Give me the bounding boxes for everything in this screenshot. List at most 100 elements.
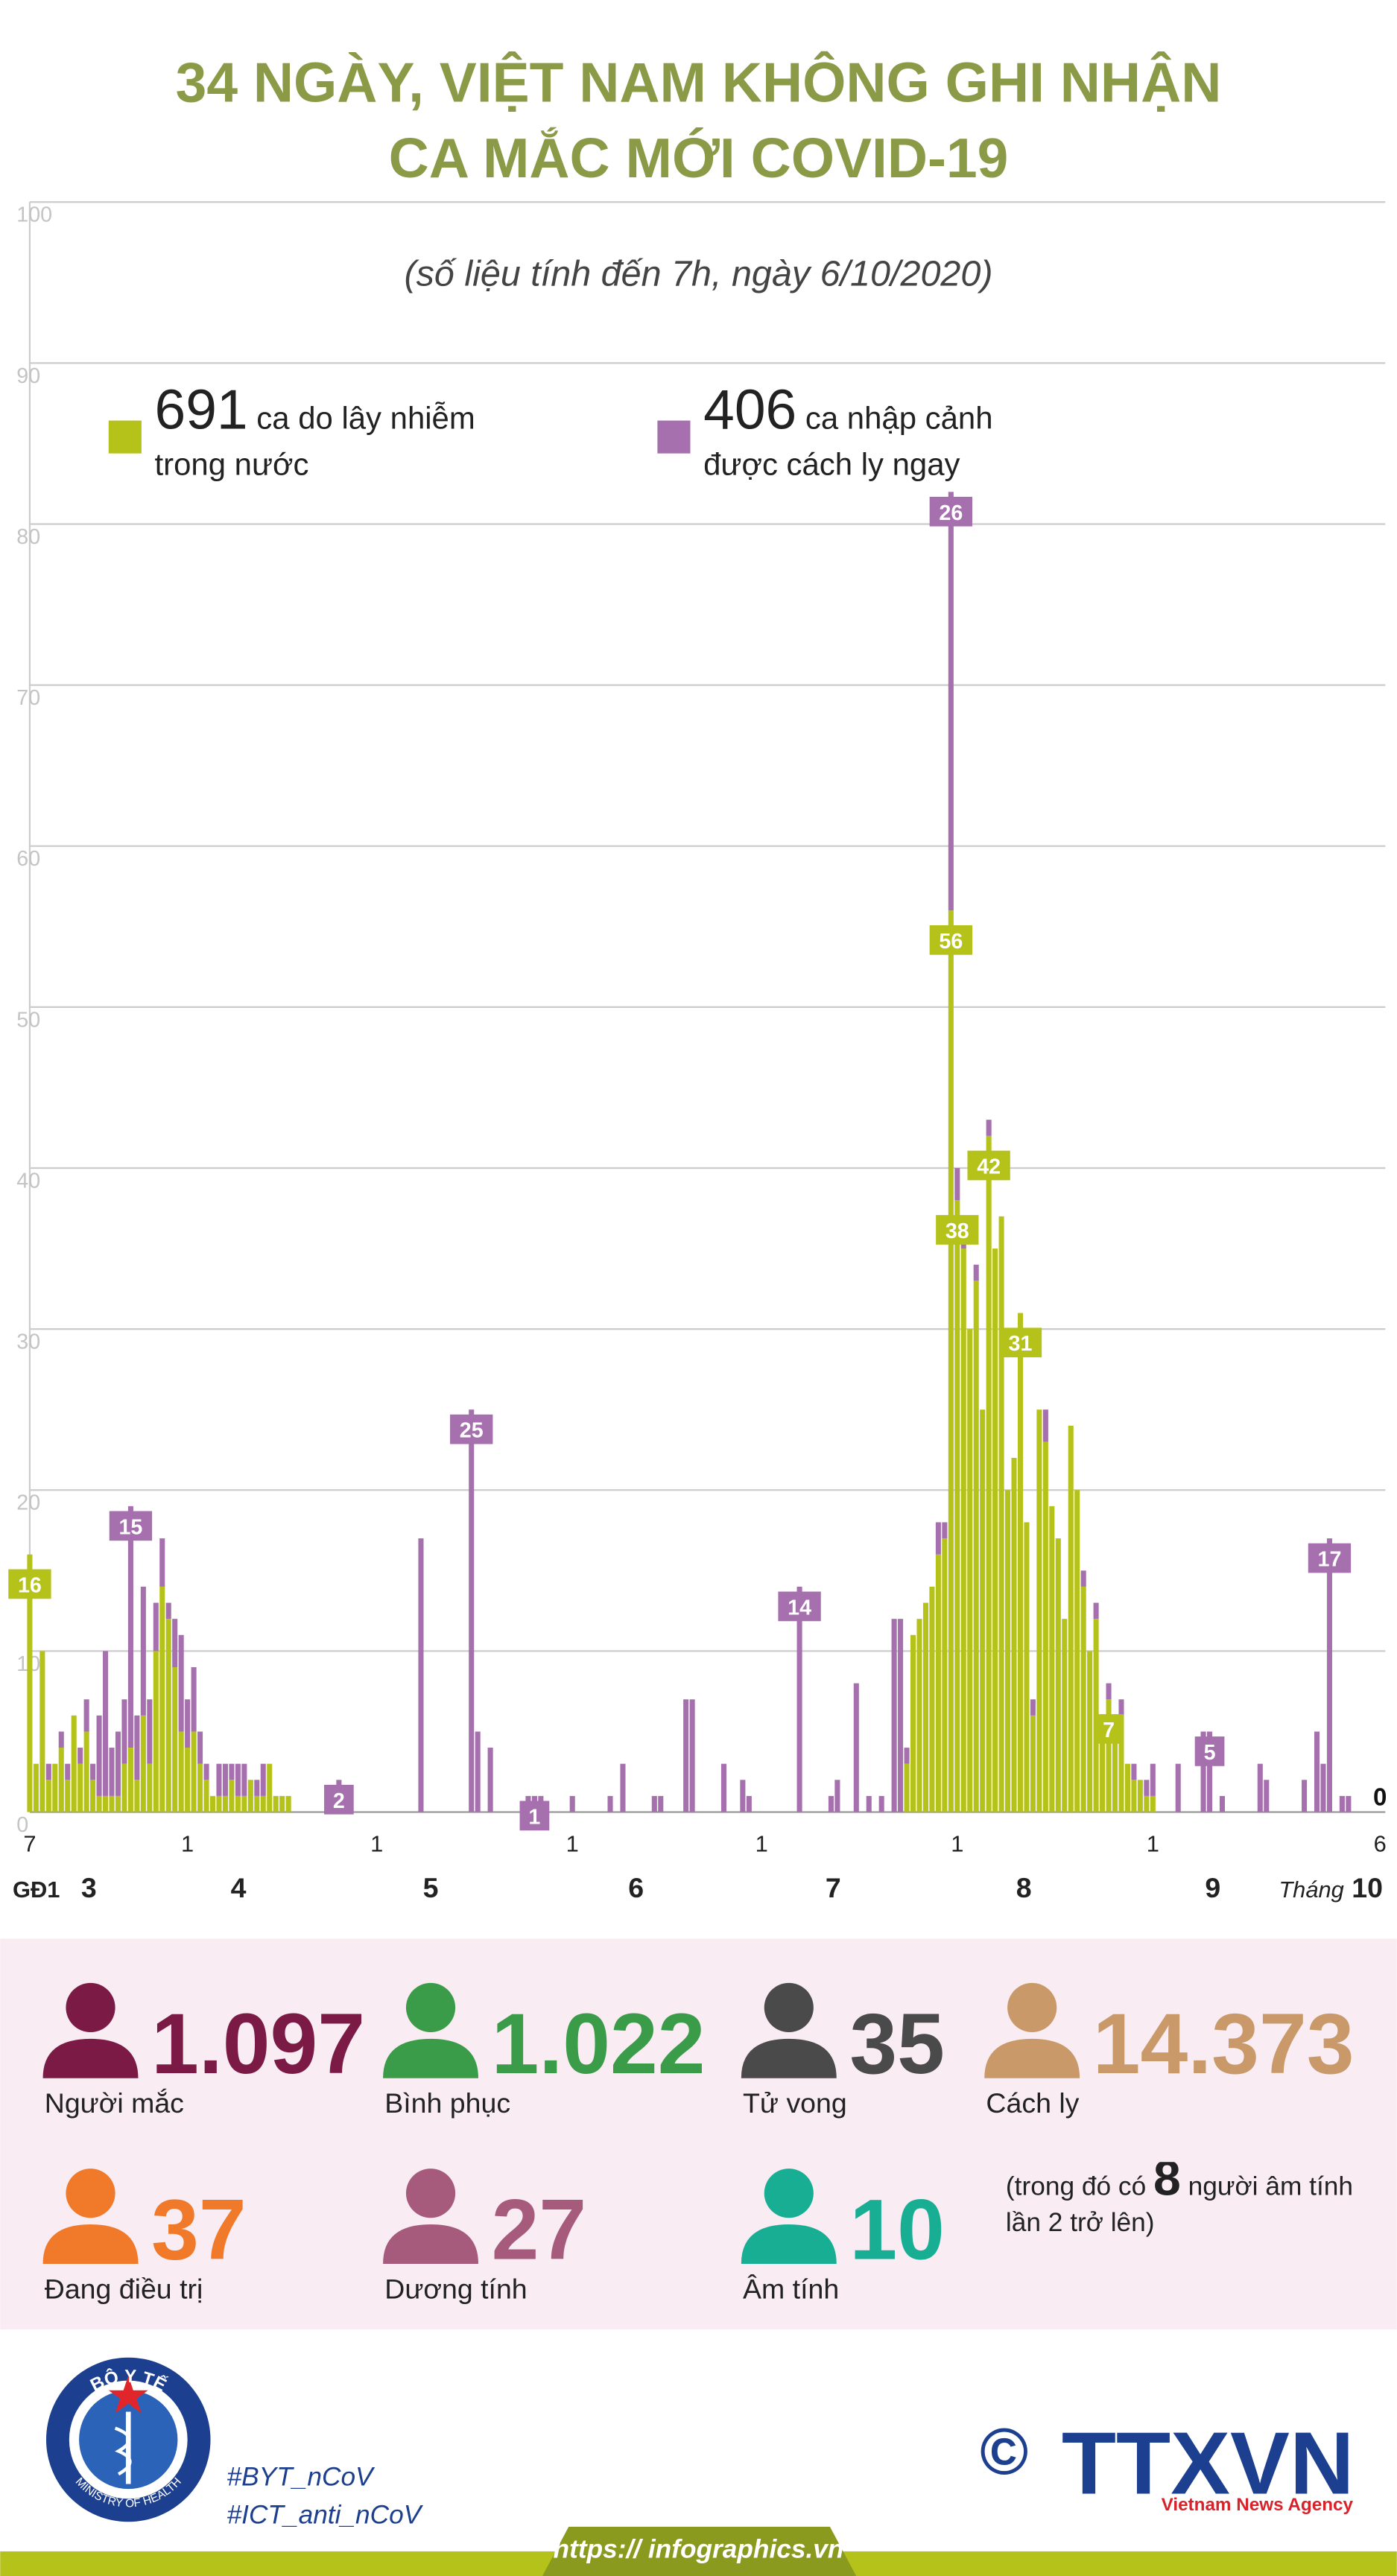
y-tick-label: 30 — [16, 1330, 40, 1354]
person-icon-head — [764, 1982, 814, 2033]
person-icon-body — [741, 2038, 837, 2078]
bar — [1175, 1763, 1181, 1812]
bar — [948, 492, 954, 911]
bar — [1106, 1699, 1112, 1812]
bar — [973, 1264, 979, 1281]
bar — [898, 1619, 904, 1812]
legend-text: 691 ca do lây nhiễm trong nước — [155, 387, 508, 489]
bar — [197, 1763, 203, 1812]
bar — [954, 1168, 960, 1201]
bar — [140, 1586, 146, 1716]
data-label: 25 — [460, 1419, 484, 1443]
bar — [658, 1795, 664, 1812]
data-label-box — [1308, 1543, 1352, 1573]
bar — [1062, 1619, 1068, 1812]
bar — [866, 1795, 872, 1812]
bar — [241, 1795, 247, 1812]
bar — [33, 1763, 39, 1812]
data-label-box — [324, 1784, 354, 1815]
bar — [1144, 1795, 1150, 1812]
bar — [916, 1619, 922, 1812]
bar — [475, 1731, 481, 1812]
legend-swatch — [657, 420, 691, 454]
bar — [986, 1135, 992, 1812]
bar — [1150, 1763, 1156, 1796]
x-tick-label: 1 — [566, 1830, 579, 1856]
month-label: 5 — [423, 1872, 439, 1903]
bar — [967, 1329, 973, 1812]
bar — [178, 1731, 184, 1812]
bar — [935, 1522, 941, 1555]
y-tick-label: 70 — [16, 686, 40, 710]
bar — [1042, 1409, 1048, 1442]
data-label-box — [8, 1569, 51, 1599]
bar — [1326, 1538, 1332, 1812]
bar — [1100, 1731, 1106, 1812]
bar — [178, 1634, 184, 1732]
bar — [651, 1795, 657, 1812]
data-label-box — [936, 1215, 979, 1245]
stat-value: 10 — [849, 2182, 945, 2277]
bar — [954, 1200, 960, 1812]
x-tick-label: 1 — [181, 1830, 194, 1856]
bar — [1118, 1699, 1124, 1716]
bar — [904, 1748, 910, 1764]
data-label: 5 — [1204, 1741, 1216, 1765]
person-icon-head — [405, 1982, 456, 2033]
bar — [247, 1780, 253, 1812]
legend-entry: 406 ca nhập cảnh được cách ly ngay — [703, 387, 993, 483]
hashtag: #ICT_anti_nCoV — [227, 2500, 424, 2529]
agency-english: Vietnam News Agency — [1162, 2495, 1354, 2515]
bar — [720, 1763, 726, 1812]
bar — [986, 1120, 992, 1136]
logo-star — [108, 2375, 148, 2414]
bar — [45, 1780, 51, 1812]
bar — [1150, 1795, 1156, 1812]
bar — [1302, 1780, 1308, 1812]
bar — [1080, 1570, 1086, 1587]
moh-logo: BỘ Y TẾ MINISTRY OF HEALTH — [45, 2357, 211, 2522]
stat-value: 35 — [849, 1996, 945, 2092]
stat-value: 1.097 — [151, 1996, 365, 2092]
bar — [942, 1538, 948, 1812]
bar — [121, 1763, 127, 1812]
data-label-box — [109, 1511, 153, 1541]
bar — [878, 1795, 884, 1812]
stats-panel — [0, 1938, 1397, 2330]
bar — [1055, 1538, 1061, 1812]
bar — [935, 1554, 941, 1812]
legend-swatch — [108, 420, 142, 454]
legend-label: ca nhập cảnh được cách ly ngay — [703, 402, 993, 483]
bar — [1087, 1651, 1093, 1812]
bar — [1264, 1780, 1270, 1812]
note-number: 8 — [1153, 2162, 1181, 2207]
bar — [71, 1715, 77, 1812]
title-line: 34 NGÀY, VIỆT NAM KHÔNG GHI NHẬN — [176, 51, 1222, 114]
bar — [222, 1763, 228, 1796]
y-tick-label: 90 — [16, 364, 40, 388]
person-icon-head — [405, 2169, 456, 2218]
bar — [683, 1699, 689, 1812]
month-label: Tháng — [1279, 1877, 1344, 1903]
data-label: 31 — [1009, 1332, 1033, 1356]
bar — [487, 1748, 493, 1812]
bar — [216, 1795, 222, 1812]
person-icon-head — [764, 2169, 814, 2218]
data-label-box — [778, 1591, 821, 1622]
data-label-box — [519, 1801, 550, 1831]
bar — [853, 1683, 859, 1812]
bar — [1112, 1731, 1118, 1812]
bar — [267, 1763, 273, 1812]
bar — [1144, 1780, 1150, 1796]
x-tick-label: 1 — [755, 1830, 768, 1856]
bar — [1131, 1763, 1137, 1780]
bar — [948, 910, 954, 1812]
data-label-box — [1194, 1736, 1225, 1766]
bar — [980, 1409, 986, 1812]
note-before: (trong đó có — [1005, 2173, 1147, 2202]
bar — [1024, 1522, 1030, 1812]
bar — [185, 1699, 191, 1748]
stat-label: Bình phục — [384, 2087, 510, 2119]
hashtag: #BYT_nCoV — [227, 2463, 376, 2492]
